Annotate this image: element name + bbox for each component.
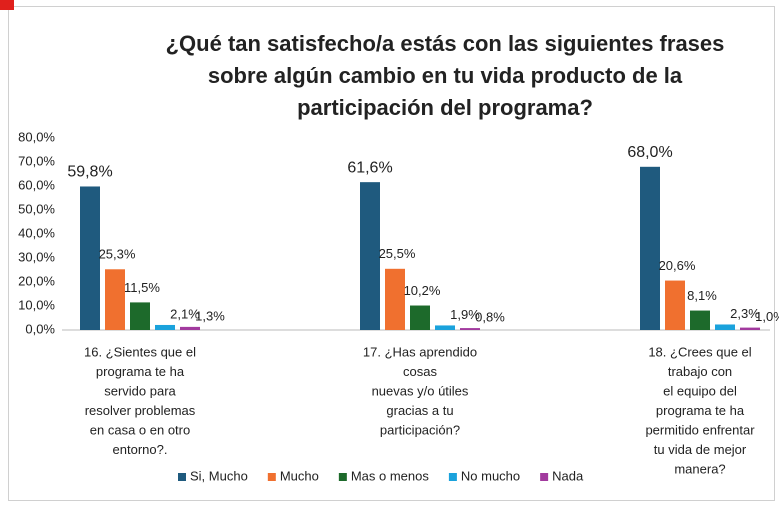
data-label: 68,0% — [627, 144, 672, 161]
corner-mark — [0, 0, 14, 10]
legend-label: Nada — [552, 468, 584, 483]
x-tick-label: nuevas y/o útiles — [372, 383, 469, 398]
data-label: 25,5% — [379, 246, 416, 261]
data-label: 2,1% — [170, 306, 200, 321]
data-label: 1,9% — [450, 307, 480, 322]
chart-title: participación del programa? — [297, 95, 593, 120]
legend-swatch — [178, 473, 186, 481]
bar — [690, 310, 710, 330]
legend-swatch — [540, 473, 549, 481]
legend-label: Mucho — [280, 468, 319, 483]
y-tick-label: 50,0% — [18, 201, 55, 216]
legend-swatch — [448, 473, 457, 481]
data-label: 61,6% — [347, 159, 392, 176]
data-label: 59,8% — [67, 164, 112, 181]
data-label: 11,5% — [124, 280, 160, 295]
bar — [460, 328, 480, 330]
x-tick-label: programa te ha — [96, 364, 185, 379]
y-tick-label: 20,0% — [18, 273, 55, 288]
x-tick-label: trabajo con — [668, 364, 732, 379]
bar — [435, 325, 455, 330]
y-tick-label: 80,0% — [18, 129, 55, 144]
bar — [155, 324, 175, 330]
data-label: 25,3% — [99, 247, 136, 262]
y-tick-label: 70,0% — [18, 153, 55, 168]
y-tick-label: 40,0% — [18, 225, 55, 240]
x-tick-label: en casa o en otro — [90, 422, 190, 437]
legend-swatch — [267, 473, 276, 481]
data-label: 2,3% — [730, 306, 760, 321]
bar — [640, 166, 660, 330]
x-tick-label: permitido enfrentar — [645, 422, 755, 437]
x-tick-label: 18. ¿Crees que el — [648, 344, 751, 359]
y-tick-label: 0,0% — [25, 321, 55, 336]
bar — [385, 268, 405, 330]
x-tick-label: manera? — [674, 461, 725, 476]
bar — [105, 269, 125, 330]
bar — [740, 327, 760, 330]
bar — [715, 324, 735, 330]
x-tick-label: el equipo del — [663, 383, 737, 398]
x-tick-label: resolver problemas — [85, 403, 196, 418]
x-tick-label: programa te ha — [656, 403, 745, 418]
x-tick-label: servido para — [104, 383, 176, 398]
y-tick-label: 30,0% — [18, 249, 55, 264]
y-tick-label: 10,0% — [18, 297, 55, 312]
bar — [360, 182, 380, 330]
data-label: 1,3% — [195, 308, 225, 323]
legend-label: No mucho — [461, 468, 520, 483]
data-label: 10,2% — [404, 283, 441, 298]
x-tick-label: 16. ¿Sientes que el — [84, 344, 196, 359]
x-tick-label: cosas — [403, 364, 437, 379]
bar — [80, 186, 100, 330]
x-tick-label: 17. ¿Has aprendido — [363, 344, 477, 359]
legend-label: Mas o menos — [351, 468, 430, 483]
data-label: 8,1% — [687, 288, 717, 303]
data-label: 1,0% — [755, 309, 779, 324]
x-tick-label: participación? — [380, 422, 460, 437]
bar — [130, 302, 150, 330]
bar — [410, 305, 430, 330]
legend-label: Si, Mucho — [190, 468, 248, 483]
data-label: 0,8% — [475, 310, 505, 325]
x-tick-label: entorno?. — [113, 442, 168, 457]
y-tick-label: 60,0% — [18, 177, 55, 192]
x-tick-label: gracias a tu — [386, 403, 453, 418]
chart-title: sobre algún cambio en tu vida producto d… — [208, 63, 683, 88]
bar — [665, 280, 685, 330]
x-tick-label: tu vida de mejor — [654, 442, 747, 457]
chart-title: ¿Qué tan satisfecho/a estás con las sigu… — [166, 31, 725, 56]
legend-swatch — [338, 473, 347, 481]
bar — [180, 326, 200, 330]
data-label: 20,6% — [659, 258, 696, 273]
